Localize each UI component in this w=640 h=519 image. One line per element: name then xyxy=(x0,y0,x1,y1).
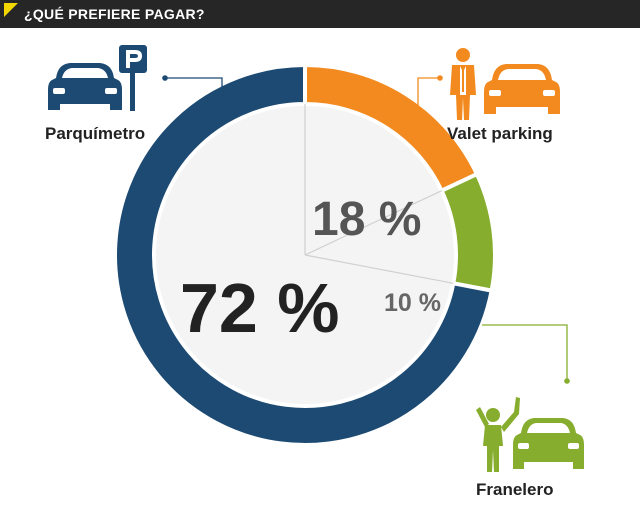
value-label-valet: 18 % xyxy=(312,193,422,246)
car-icon xyxy=(48,63,122,110)
chart-title: ¿QUÉ PREFIERE PAGAR? xyxy=(24,6,205,22)
header-bar: ¿QUÉ PREFIERE PAGAR? xyxy=(0,0,640,28)
leader-parquimetro-dot xyxy=(162,75,168,81)
label-franelero: Franelero xyxy=(476,480,554,499)
leader-parquimetro xyxy=(165,77,223,103)
waving-person-icon xyxy=(476,397,520,472)
leader-franelero-dot xyxy=(564,378,570,384)
leader-valet-dot xyxy=(437,75,443,81)
car-icon xyxy=(513,418,584,469)
label-parquimetro: Parquímetro xyxy=(45,124,146,143)
label-valet-parking: Valet parking xyxy=(447,124,553,143)
header-flag-icon xyxy=(4,3,18,17)
valet-person-icon xyxy=(450,48,476,120)
leader-valet xyxy=(417,77,440,130)
slice-parquimetro xyxy=(113,62,494,447)
slice-divider-line xyxy=(304,190,442,256)
parking-sign-icon xyxy=(119,45,147,111)
car-icon xyxy=(484,64,560,114)
value-label-franelero: 10 % xyxy=(384,289,441,317)
slice-divider-line xyxy=(304,254,454,284)
leader-franelero xyxy=(482,324,568,381)
value-label-parquimetro: 72 % xyxy=(180,269,340,347)
